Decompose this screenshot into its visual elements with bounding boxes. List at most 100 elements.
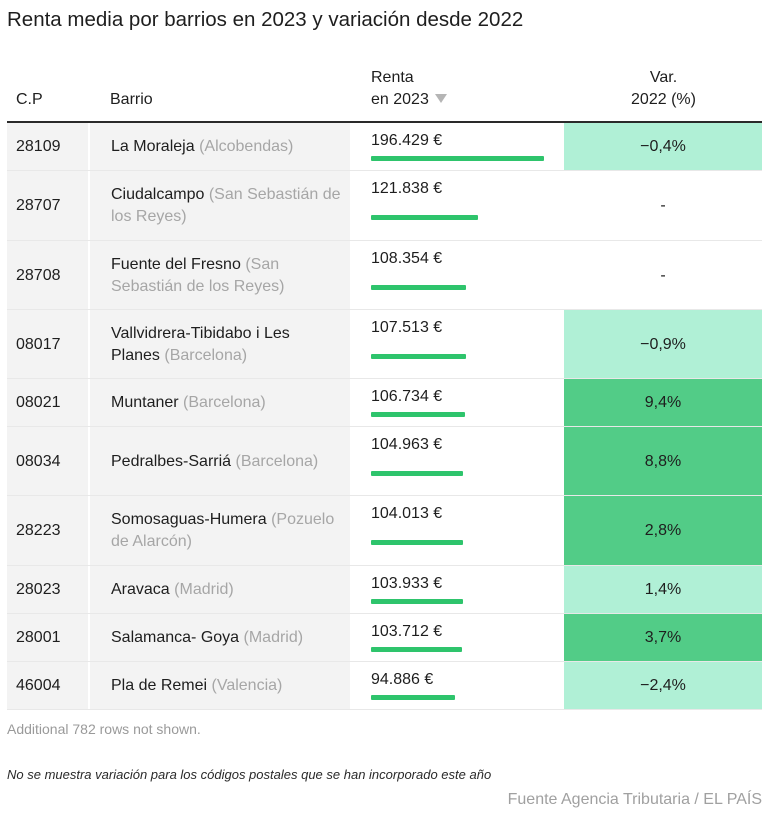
barrio-label: Vallvidrera-Tibidabo i Les Planes (Barce… [111,323,342,367]
column-header-var[interactable]: Var. 2022 (%) [565,67,762,111]
cp-value: 08017 [16,335,61,353]
cell-renta: 103.933 € [352,566,562,614]
renta-bar [371,540,463,545]
sort-descending-icon[interactable] [434,94,447,103]
cell-renta: 106.734 € [352,379,562,427]
cp-value: 28109 [16,138,61,155]
table-row: 28023 Aravaca (Madrid) 103.933 € 1,4% [7,566,762,614]
row-divider [7,170,762,171]
var-value: −0,4% [640,138,686,155]
row-divider [7,378,762,379]
cell-var: −2,4% [564,662,762,710]
renta-bar [371,353,466,359]
barrio-label: La Moraleja (Alcobendas) [111,136,342,158]
renta-value: 104.013 € [371,505,443,522]
renta-bar [371,284,466,290]
cell-renta: 108.354 € [352,241,562,310]
table-row: 28001 Salamanca- Goya (Madrid) 103.712 € 3,… [7,614,762,662]
cell-cp: 28707 [7,171,88,241]
column-header-cp[interactable]: C.P [16,91,43,108]
renta-value: 121.838 € [371,180,443,197]
header-divider [7,121,762,123]
cell-barrio: Pedralbes-Sarriá (Barcelona) [90,427,350,496]
barrio-name: Pedralbes-Sarriá [111,452,232,470]
cell-renta: 103.712 € [352,614,562,662]
var-value: 8,8% [644,452,682,470]
renta-value: 103.933 € [371,575,443,592]
barrio-city: (Alcobendas) [199,138,294,155]
row-divider [7,661,762,662]
cell-var: - [564,171,762,241]
cell-barrio: Ciudalcampo (San Sebastián de los Reyes) [90,171,350,241]
barrio-name: La Moraleja [111,138,195,155]
var-value: 3,7% [644,629,682,646]
cell-renta: 121.838 € [352,171,562,241]
barrio-label: Salamanca- Goya (Madrid) [111,627,342,649]
row-divider [7,309,762,310]
cell-renta: 107.513 € [352,310,562,379]
barrio-label: Muntaner (Barcelona) [111,392,342,414]
cell-cp: 28708 [7,241,88,310]
var-value: 9,4% [644,394,682,411]
table-row: 28109 La Moraleja (Alcobendas) 196.429 € −0… [7,123,762,171]
table-row: 46004 Pla de Remei (Valencia) 94.886 € −2,4… [7,662,762,710]
renta-value: 107.513 € [371,319,443,336]
renta-bar [371,647,462,652]
cell-cp: 46004 [7,662,88,710]
cell-barrio: Somosaguas-Humera (Pozuelo de Alarcón) [90,496,350,566]
var-value: - [660,197,666,214]
var-value: 2,8% [644,522,682,539]
cell-cp: 28109 [7,123,88,171]
cell-var: 3,7% [564,614,762,662]
barrio-name: Vallvidrera-Tibidabo i Les Planes [111,324,290,364]
barrio-name: Pla de Remei [111,677,208,694]
cp-value: 28023 [16,581,61,598]
cell-renta: 104.963 € [352,427,562,496]
barrio-label: Ciudalcampo (San Sebastián de los Reyes) [111,184,342,228]
cp-value: 28001 [16,629,61,646]
cell-cp: 28001 [7,614,88,662]
barrio-city: (Madrid) [174,581,234,598]
renta-value: 108.354 € [371,250,443,267]
renta-bar [371,599,463,604]
source-credit: Fuente Agencia Tributaria / EL PAÍS [507,791,762,808]
renta-value: 196.429 € [371,132,443,149]
cell-var: −0,9% [564,310,762,379]
cell-barrio: La Moraleja (Alcobendas) [90,123,350,171]
renta-bar [371,412,465,417]
barrio-label: Somosaguas-Humera (Pozuelo de Alarcón) [111,509,342,553]
renta-value: 103.712 € [371,623,443,640]
cell-barrio: Aravaca (Madrid) [90,566,350,614]
renta-value: 104.963 € [371,436,443,453]
footnote: No se muestra variación para los códigos… [7,767,492,782]
barrio-name: Somosaguas-Humera [111,511,267,528]
barrio-city: (Barcelona) [235,452,319,470]
cell-barrio: Vallvidrera-Tibidabo i Les Planes (Barce… [90,310,350,379]
cell-renta: 94.886 € [352,662,562,710]
cell-barrio: Pla de Remei (Valencia) [90,662,350,710]
column-header-renta[interactable]: Renta en 2023 [371,67,447,111]
cp-value: 28707 [16,197,61,214]
table-row: 08034 Pedralbes-Sarriá (Barcelona) 104.963… [7,427,762,496]
barrio-city: (San Sebastián de los Reyes) [111,255,285,295]
chart-title: Renta media por barrios en 2023 y variac… [7,8,524,31]
barrio-label: Fuente del Fresno (San Sebastián de los … [111,254,342,298]
barrio-name: Fuente del Fresno [111,255,241,273]
cell-var: −0,4% [564,123,762,171]
barrio-city: (Madrid) [243,629,304,646]
column-header-barrio[interactable]: Barrio [110,91,153,108]
column-header-renta-line1: Renta [371,69,414,86]
row-divider [7,240,762,241]
var-value: −0,9% [640,335,686,353]
var-value: - [660,266,666,284]
renta-value: 94.886 € [371,671,434,688]
table-row: 28708 Fuente del Fresno (San Sebastián de… [7,241,762,310]
renta-bar [371,156,544,161]
cell-renta: 196.429 € [352,123,562,171]
barrio-label: Aravaca (Madrid) [111,579,342,601]
row-divider [7,565,762,566]
barrio-city: (Barcelona) [164,346,248,364]
var-value: 1,4% [644,581,682,598]
cell-cp: 08017 [7,310,88,379]
barrio-label: Pedralbes-Sarriá (Barcelona) [111,451,342,473]
